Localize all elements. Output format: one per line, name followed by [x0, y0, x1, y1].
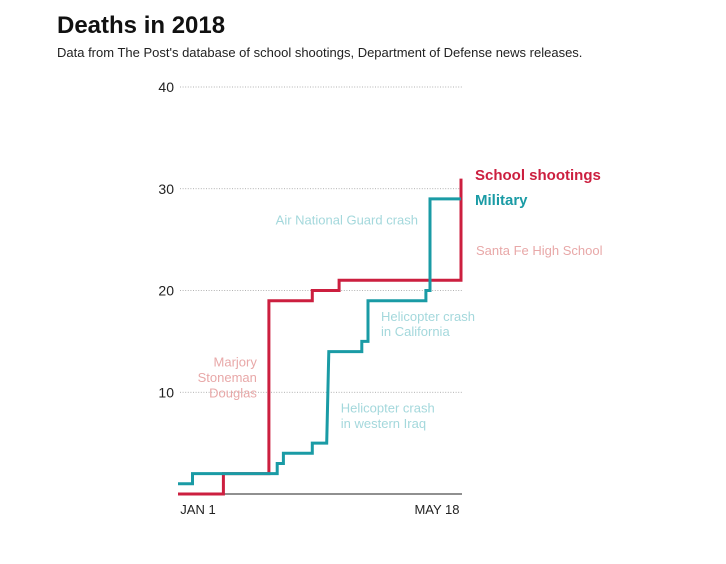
annotation-douglas: Douglas — [209, 385, 257, 400]
x-tick-label: MAY 18 — [414, 502, 459, 517]
series-line-military — [178, 197, 461, 486]
legend-label-military: Military — [475, 192, 528, 209]
chart-title: Deaths in 2018 — [57, 12, 226, 39]
annotation-marjory: Marjory — [214, 355, 258, 370]
y-tick-label: 40 — [158, 79, 174, 95]
annotation-in-california: in California — [381, 324, 450, 339]
annotation-air-national-guard-crash: Air National Guard crash — [276, 212, 418, 227]
annotation-helicopter-crash: Helicopter crash — [341, 401, 435, 416]
axis-layer: JAN 1 MAY 18 — [178, 493, 462, 517]
grid-layer: 10 20 30 40 — [158, 79, 462, 400]
legend-label-school-shootings: School shootings — [475, 167, 601, 184]
y-tick-label: 10 — [158, 384, 174, 400]
legend-layer: School shootings Military — [475, 167, 601, 209]
series-line-school-shootings — [178, 178, 463, 496]
annotation-stoneman: Stoneman — [198, 370, 257, 385]
y-tick-label: 20 — [158, 283, 174, 299]
annotation-santa-fe-high-school: Santa Fe High School — [476, 243, 603, 258]
annotation-helicopter-crash: Helicopter crash — [381, 309, 475, 324]
annotation-in-western-iraq: in western Iraq — [341, 416, 426, 431]
chart-subtitle: Data from The Post's database of school … — [57, 45, 583, 60]
x-tick-label: JAN 1 — [180, 502, 215, 517]
series-layer — [178, 178, 463, 496]
y-tick-label: 30 — [158, 181, 174, 197]
